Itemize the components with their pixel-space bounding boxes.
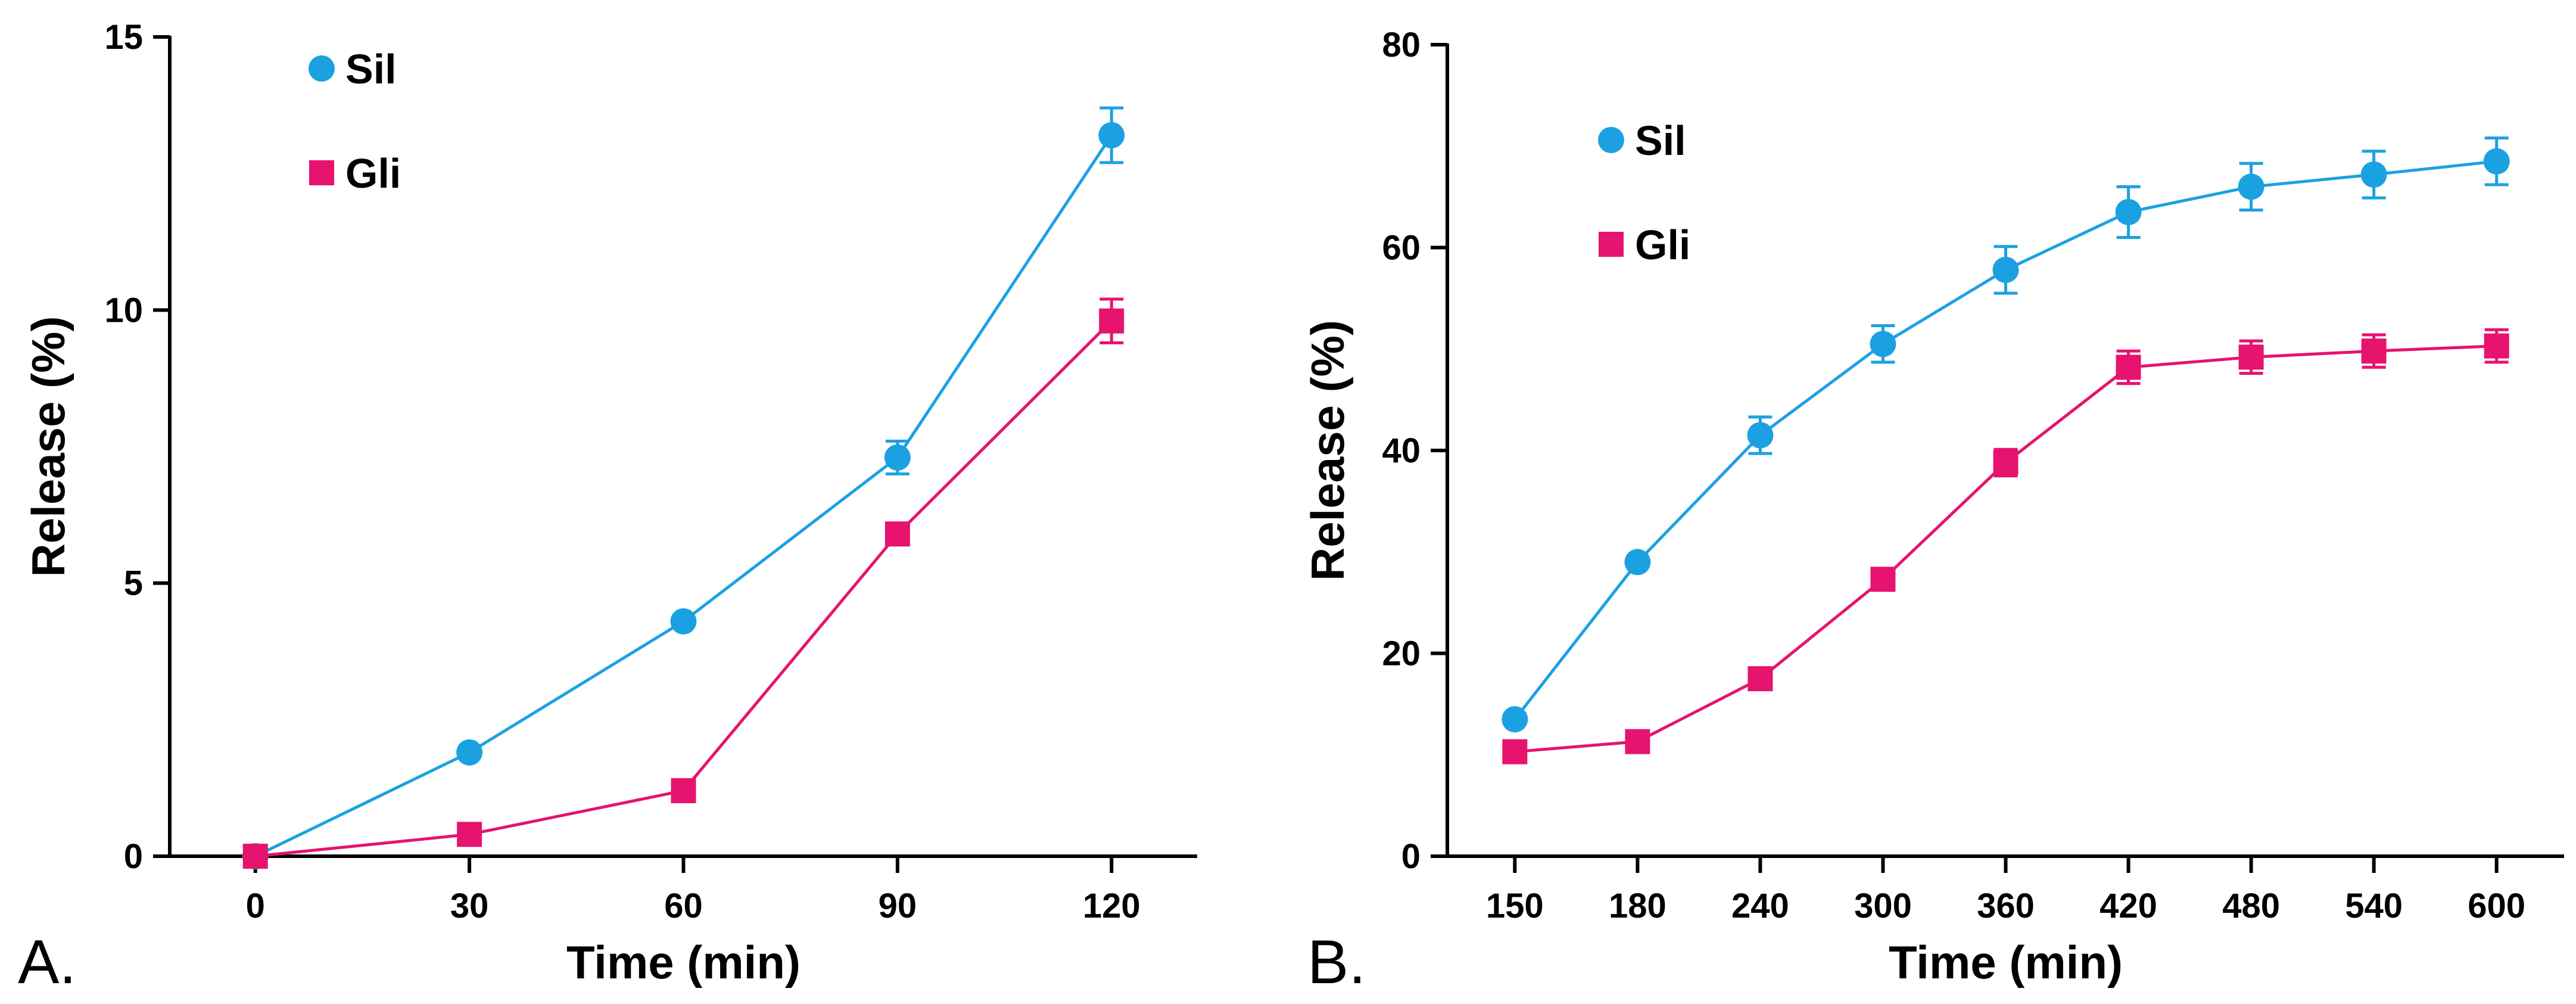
x-tick-label: 600 [2468,887,2525,925]
data-point-sil [1747,422,1774,449]
x-tick-label: 60 [664,887,703,925]
panel-label: B. [1307,928,1366,997]
x-axis-title: Time (min) [566,936,800,989]
data-point-sil [2360,161,2387,188]
data-point-gli [1502,739,1528,764]
x-tick-label: 420 [2100,887,2157,925]
y-tick-label: 0 [124,837,143,876]
x-tick-label: 150 [1486,887,1544,925]
panel-label: A. [18,928,76,997]
data-point-sil [1992,256,2019,283]
x-tick-label: 240 [1731,887,1789,925]
data-point-gli [1099,308,1125,334]
data-point-gli [2361,338,2387,364]
legend-marker-gli [1599,232,1624,257]
y-tick-label: 60 [1382,229,1421,268]
y-tick-label: 80 [1382,26,1421,64]
x-tick-label: 480 [2222,887,2280,925]
data-point-sil [884,444,911,471]
legend-marker-sil [1598,127,1624,153]
legend-label-gli: Gli [345,150,401,197]
data-point-gli [2238,344,2264,370]
y-tick-label: 20 [1382,635,1421,673]
legend-label-gli: Gli [1635,222,1690,268]
y-tick-label: 40 [1382,431,1421,470]
data-point-gli [1625,729,1650,754]
x-tick-label: 300 [1854,887,1912,925]
chart-panel-a: 0 5 10 15 0 30 60 90 120 Release (%) Time (min) A. S… [18,18,1197,997]
legend-label-sil: Sil [1635,117,1686,164]
data-point-gli [2484,333,2509,359]
data-point-sil [2115,198,2142,225]
data-point-sil [2238,173,2264,200]
y-tick-label: 10 [104,291,143,330]
data-point-sil [1624,549,1651,576]
series-line-sil [254,134,1113,858]
data-point-gli [671,778,696,803]
data-point-sil [1870,331,1896,358]
y-tick-label: 5 [124,564,143,603]
data-point-sil [1098,122,1125,148]
x-axis-title: Time (min) [1889,936,2123,989]
x-tick-label: 180 [1609,887,1667,925]
data-point-gli [1748,666,1773,692]
chart-panel-b: 0 20 40 60 80 150 180 240 300 360 420 480 540 600 Rele… [1301,26,2564,997]
data-point-gli [1870,567,1896,592]
series-line-gli [1515,344,2497,754]
y-axis-title: Release (%) [1301,320,1354,581]
series-line-gli [255,319,1113,858]
x-tick-label: 30 [450,887,489,925]
legend-marker-gli [309,160,334,185]
x-tick-label: 540 [2345,887,2403,925]
data-point-sil [670,608,697,635]
data-point-sil [1502,706,1528,733]
data-point-gli [884,521,910,547]
data-point-sil [456,739,483,766]
x-tick-label: 0 [246,887,265,925]
data-point-gli [2116,355,2141,380]
legend-marker-sil [309,55,335,82]
data-point-gli [242,844,268,869]
x-tick-label: 120 [1083,887,1141,925]
y-axis-title: Release (%) [22,316,74,577]
legend-label-sil: Sil [345,46,397,92]
data-point-gli [1993,450,2019,475]
x-tick-label: 360 [1977,887,2035,925]
data-point-sil [2483,148,2510,175]
x-tick-label: 90 [879,887,917,925]
y-tick-label: 15 [104,18,143,57]
data-point-gli [457,822,482,847]
y-tick-label: 0 [1401,837,1421,876]
